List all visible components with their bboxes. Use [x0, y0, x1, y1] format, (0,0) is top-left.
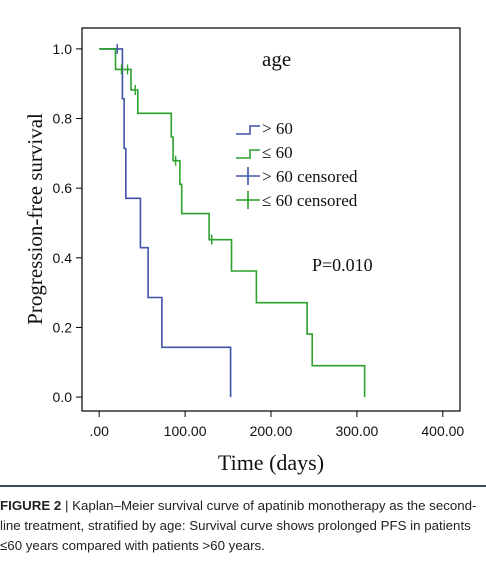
y-tick-label: 0.0	[53, 389, 73, 405]
y-tick-label: 0.4	[53, 250, 73, 266]
x-axis-ticks: .00 100.00 200.00 300.00 400.00	[89, 411, 464, 439]
caption-separator: |	[61, 498, 73, 513]
legend-label: ≤ 60	[262, 143, 293, 162]
x-tick-label: .00	[89, 423, 109, 439]
p-value-annotation: P=0.010	[312, 255, 373, 275]
x-axis-title: Time (days)	[218, 450, 324, 475]
y-tick-label: 0.6	[53, 180, 73, 196]
x-tick-label: 400.00	[421, 423, 464, 439]
legend-label: > 60	[262, 119, 293, 138]
figure-label: FIGURE 2	[0, 498, 62, 513]
survival-curve-series-1	[99, 48, 232, 398]
legend-swatch	[236, 149, 260, 159]
legend-entry: > 60	[236, 119, 293, 138]
legend-label: ≤ 60 censored	[262, 191, 358, 210]
survival-chart: 0.0 0.2 0.4 0.6 0.8 1.0 .00 100.00 200.00 300.00…	[23, 27, 464, 475]
legend-title: age	[262, 47, 291, 71]
y-axis-title: Progression-free survival	[23, 113, 47, 325]
censor-marks	[116, 43, 213, 245]
survival-curve-series-2	[99, 48, 366, 398]
legend-label: > 60 censored	[262, 167, 358, 186]
legend-entry: ≤ 60 censored	[236, 191, 358, 210]
plot-frame	[81, 27, 461, 412]
y-tick-label: 1.0	[53, 41, 73, 57]
y-tick-label: 0.2	[53, 319, 73, 335]
x-tick-label: 200.00	[250, 423, 293, 439]
y-tick-label: 0.8	[53, 111, 73, 127]
x-tick-label: 300.00	[335, 423, 378, 439]
survival-curves	[99, 48, 366, 398]
figure-caption: FIGURE 2 | Kaplan–Meier survival curve o…	[0, 496, 480, 556]
caption-divider	[0, 485, 486, 487]
caption-text: Kaplan–Meier survival curve of apatinib …	[0, 498, 477, 553]
legend-swatch	[236, 125, 260, 135]
legend-entry: ≤ 60	[236, 143, 293, 162]
legend-entry: > 60 censored	[236, 167, 358, 186]
y-axis-ticks: 0.0 0.2 0.4 0.6 0.8 1.0	[53, 41, 82, 405]
legend: > 60 ≤ 60 > 60 censored ≤ 60 censored	[236, 119, 358, 210]
x-tick-label: 100.00	[164, 423, 207, 439]
